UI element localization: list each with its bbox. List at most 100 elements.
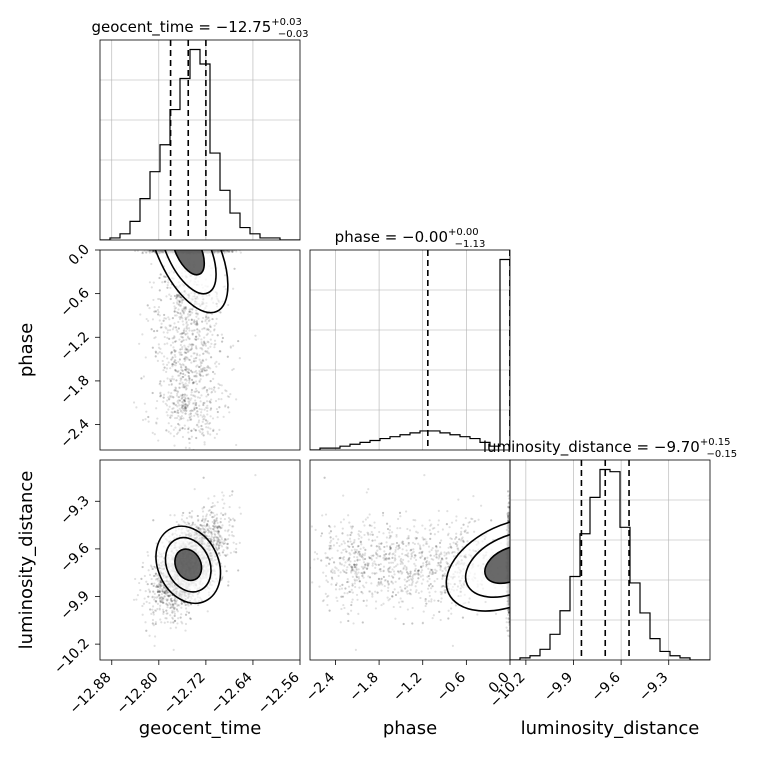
sample-point xyxy=(162,612,165,615)
sample-point xyxy=(177,431,180,434)
sample-point xyxy=(190,318,193,322)
sample-point xyxy=(159,600,162,604)
sample-point xyxy=(191,343,194,346)
sample-point xyxy=(199,524,203,527)
sample-point xyxy=(148,307,151,310)
sample-point xyxy=(184,407,187,410)
sample-point xyxy=(141,333,144,336)
sample-point xyxy=(163,585,166,589)
sample-point xyxy=(195,389,199,393)
sample-point xyxy=(180,353,183,356)
sample-point xyxy=(169,627,172,630)
sample-point xyxy=(207,509,210,512)
sample-point xyxy=(189,524,193,527)
sample-point xyxy=(197,526,200,529)
sample-point xyxy=(182,364,185,367)
sample-point xyxy=(208,319,211,322)
sample-point xyxy=(161,584,165,587)
sample-point xyxy=(154,350,157,353)
sample-point xyxy=(211,527,215,531)
sample-point xyxy=(217,547,220,550)
sample-point xyxy=(203,340,206,343)
sample-point xyxy=(180,332,183,335)
sample-point xyxy=(186,419,189,422)
sample-point xyxy=(176,405,179,408)
sample-point xyxy=(173,607,176,610)
sample-point xyxy=(179,332,182,336)
sample-point xyxy=(208,400,211,403)
sample-point xyxy=(204,320,207,323)
sample-point xyxy=(160,596,163,599)
sample-point xyxy=(223,542,227,545)
sample-point xyxy=(159,395,162,398)
sample-point xyxy=(216,548,219,551)
sample-point xyxy=(187,437,191,440)
sample-point xyxy=(201,320,204,323)
sample-point xyxy=(193,407,196,410)
sample-point xyxy=(145,251,148,254)
sample-point xyxy=(163,355,166,358)
sample-point xyxy=(163,343,166,346)
sample-point xyxy=(183,351,187,354)
sample-point xyxy=(194,345,198,348)
sample-point xyxy=(206,519,210,523)
sample-point xyxy=(160,322,163,325)
sample-point xyxy=(169,297,172,301)
sample-point xyxy=(189,409,192,413)
sample-point xyxy=(146,583,149,586)
sample-point xyxy=(204,419,208,422)
sample-point xyxy=(188,310,191,313)
sample-point xyxy=(197,333,201,336)
sample-point xyxy=(195,403,198,407)
sample-point xyxy=(214,525,217,528)
sample-point xyxy=(179,304,182,307)
sample-point xyxy=(216,527,219,530)
sample-point xyxy=(177,523,180,526)
sample-point xyxy=(181,404,184,407)
sample-point xyxy=(185,370,188,373)
sample-point xyxy=(171,609,174,612)
sample-point xyxy=(200,394,203,397)
sample-point xyxy=(220,333,224,336)
sample-point xyxy=(188,314,191,317)
sample-point xyxy=(197,527,200,530)
sample-point xyxy=(179,409,182,412)
sample-point xyxy=(217,382,220,385)
sample-point xyxy=(213,530,216,533)
sample-point xyxy=(211,532,214,535)
sample-point xyxy=(203,408,206,411)
sample-point xyxy=(191,332,194,335)
sample-point xyxy=(195,338,198,341)
sample-point xyxy=(157,589,160,593)
sample-point xyxy=(168,378,172,381)
sample-point xyxy=(189,369,193,372)
sample-point xyxy=(147,569,150,572)
sample-point xyxy=(209,330,212,333)
sample-point xyxy=(181,426,184,430)
sample-point xyxy=(152,611,155,614)
sample-point xyxy=(185,367,189,370)
sample-point xyxy=(179,316,182,319)
sample-point xyxy=(181,308,184,311)
sample-point xyxy=(189,369,193,372)
sample-point xyxy=(176,400,179,403)
sample-point xyxy=(176,390,179,393)
sample-point xyxy=(172,435,176,438)
sample-point xyxy=(159,583,162,586)
sample-point xyxy=(192,381,195,384)
sample-point xyxy=(156,329,159,332)
sample-point xyxy=(223,517,227,521)
sample-point xyxy=(173,294,177,298)
sample-point xyxy=(170,352,173,355)
sample-point xyxy=(154,310,158,313)
sample-point xyxy=(152,611,155,614)
sample-point xyxy=(199,523,202,527)
sample-point xyxy=(178,300,181,304)
sample-point xyxy=(232,517,235,520)
sample-point xyxy=(202,434,205,437)
sample-point xyxy=(159,380,162,383)
sample-point xyxy=(199,374,202,377)
sample-point xyxy=(167,595,170,598)
sample-point xyxy=(195,315,198,318)
sample-point xyxy=(184,346,187,349)
